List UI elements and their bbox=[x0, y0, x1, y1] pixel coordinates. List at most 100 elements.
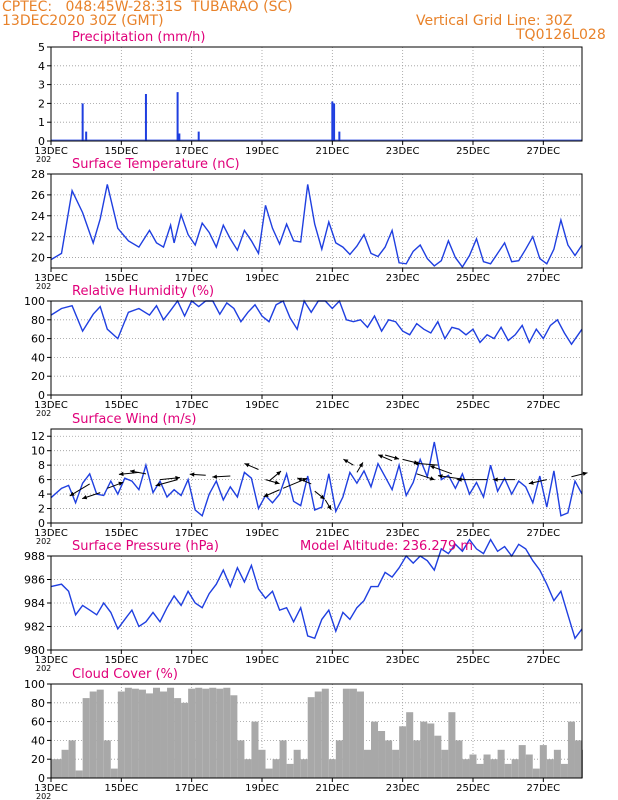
y-tick-label: 982 bbox=[24, 621, 45, 634]
model-code: TQ0126L028 bbox=[516, 27, 606, 43]
y-tick-label: 2 bbox=[38, 503, 45, 516]
cloud-bar bbox=[406, 712, 414, 778]
panel-title: Relative Humidity (%) bbox=[72, 284, 214, 299]
y-tick-label: 984 bbox=[24, 597, 45, 610]
wind-arrow-head bbox=[438, 474, 443, 479]
cloud-bar bbox=[497, 749, 505, 778]
cloud-bar bbox=[413, 740, 421, 778]
cloud-bar bbox=[209, 687, 217, 778]
wind-arrow-head bbox=[378, 454, 384, 459]
wind-arrow-head bbox=[69, 491, 75, 496]
x-tick-label: 13DEC bbox=[34, 146, 68, 157]
cloud-bar bbox=[202, 688, 210, 778]
station-info: CPTEC: 048:45W-28:31S TUBARAO (SC) bbox=[2, 0, 293, 15]
year-label: 202 bbox=[36, 537, 51, 546]
x-tick-label: 17DEC bbox=[175, 655, 209, 666]
x-tick-label: 15DEC bbox=[104, 528, 138, 539]
x-tick-label: 21DEC bbox=[315, 783, 349, 794]
cloud-bar bbox=[258, 749, 266, 778]
y-tick-label: 26 bbox=[31, 189, 45, 202]
wind-arrow-head bbox=[276, 471, 281, 476]
x-tick-label: 21DEC bbox=[315, 400, 349, 411]
x-tick-label: 13DEC bbox=[34, 400, 68, 411]
cloud-bar bbox=[279, 740, 287, 778]
cloud-bar bbox=[321, 688, 329, 778]
panel-title: Surface Wind (m/s) bbox=[72, 412, 196, 427]
wind-arrow-head bbox=[457, 477, 462, 482]
x-tick-label: 25DEC bbox=[456, 783, 490, 794]
x-tick-label: 27DEC bbox=[526, 783, 560, 794]
panel-subtitle: Model Altitude: 236.279 m bbox=[300, 539, 473, 554]
x-tick-label: 21DEC bbox=[315, 528, 349, 539]
cloud-bar bbox=[441, 749, 449, 778]
x-tick-label: 19DEC bbox=[245, 146, 279, 157]
cloud-bar bbox=[300, 759, 308, 778]
x-tick-label: 27DEC bbox=[526, 273, 560, 284]
y-tick-label: 40 bbox=[31, 734, 45, 747]
x-tick-label: 25DEC bbox=[456, 273, 490, 284]
y-tick-label: 980 bbox=[24, 644, 45, 657]
cloud-bar bbox=[117, 691, 125, 778]
wind-arrow-head bbox=[189, 472, 195, 477]
cloud-bar bbox=[371, 721, 379, 778]
x-tick-label: 13DEC bbox=[34, 655, 68, 666]
cloud-bar bbox=[96, 689, 104, 778]
cloud-bar bbox=[307, 697, 315, 778]
cloud-bar bbox=[567, 721, 575, 778]
cloud-bar bbox=[560, 763, 568, 778]
year-label: 202 bbox=[36, 792, 51, 800]
cloud-bar bbox=[131, 688, 139, 778]
y-tick-label: 60 bbox=[31, 716, 45, 729]
wind-arrow-head bbox=[155, 482, 161, 487]
cloud-bar bbox=[188, 688, 196, 778]
series-line bbox=[50, 441, 583, 517]
precip-bar bbox=[144, 94, 147, 141]
y-tick-label: 0 bbox=[38, 772, 45, 785]
cloud-bar bbox=[427, 723, 435, 778]
x-tick-label: 19DEC bbox=[245, 273, 279, 284]
panel-frame bbox=[50, 428, 583, 524]
y-tick-label: 10 bbox=[31, 445, 45, 458]
y-tick-label: 988 bbox=[24, 550, 45, 563]
cloud-bar bbox=[532, 768, 540, 778]
cloud-bar bbox=[455, 740, 463, 778]
cloud-bar bbox=[124, 687, 132, 778]
cloud-bar bbox=[152, 687, 161, 778]
wind-arrow-head bbox=[493, 477, 498, 482]
panel-frame bbox=[50, 46, 583, 142]
cloud-bar bbox=[160, 691, 168, 778]
cloud-bar bbox=[167, 687, 175, 778]
cloud-bar bbox=[328, 759, 336, 778]
x-tick-label: 19DEC bbox=[245, 400, 279, 411]
x-tick-label: 23DEC bbox=[386, 146, 420, 157]
y-tick-label: 100 bbox=[24, 295, 45, 308]
forecast-date: 13DEC2020 30Z (GMT) bbox=[2, 13, 164, 29]
year-label: 202 bbox=[36, 664, 51, 673]
series-line bbox=[50, 299, 583, 346]
x-tick-label: 23DEC bbox=[386, 783, 420, 794]
cloud-bar bbox=[68, 740, 76, 778]
wind-arrow-head bbox=[319, 494, 325, 500]
cloud-bar bbox=[195, 687, 203, 778]
x-tick-label: 13DEC bbox=[34, 783, 68, 794]
wind-arrow-head bbox=[263, 492, 269, 497]
wind-arrow-head bbox=[118, 471, 124, 477]
y-tick-label: 20 bbox=[31, 753, 45, 766]
y-tick-label: 3 bbox=[38, 79, 45, 92]
series-line bbox=[50, 184, 583, 269]
wind-arrow-head bbox=[413, 461, 419, 466]
cloud-bar bbox=[216, 688, 224, 778]
y-tick-label: 22 bbox=[31, 231, 45, 244]
precip-bar bbox=[333, 103, 336, 141]
x-tick-label: 21DEC bbox=[315, 655, 349, 666]
wind-arrow-head bbox=[302, 478, 308, 482]
cloud-bar bbox=[420, 721, 428, 778]
wind-arrow-head bbox=[528, 480, 534, 485]
y-tick-label: 80 bbox=[31, 697, 45, 710]
cloud-bar bbox=[223, 687, 231, 778]
panel-frame bbox=[50, 555, 583, 651]
wind-arrow-head bbox=[582, 471, 588, 476]
x-tick-label: 21DEC bbox=[315, 273, 349, 284]
year-label: 202 bbox=[36, 409, 51, 418]
